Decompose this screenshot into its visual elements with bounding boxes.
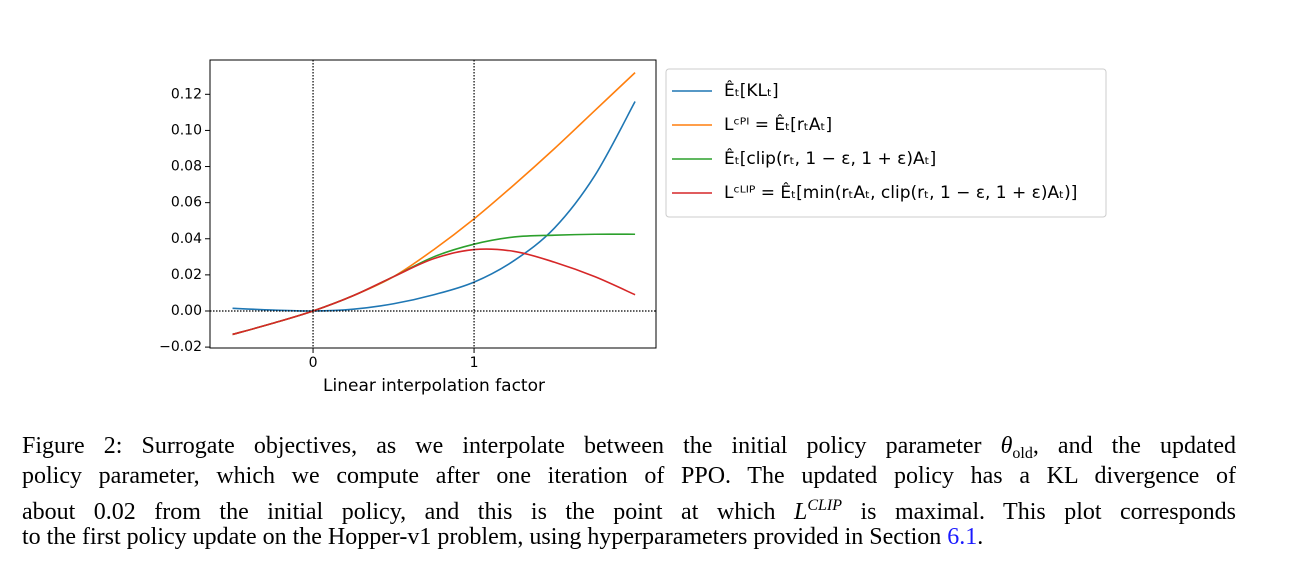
legend-box — [665, 68, 1107, 218]
caption-text: is maximal. This plot corresponds — [842, 499, 1236, 525]
series-line — [232, 248, 636, 336]
legend-label: Lᶜᴾᴵ = Êₜ[rₜAₜ] — [724, 113, 832, 135]
y-tick-label: 0.08 — [171, 159, 202, 175]
caption-math: old — [1012, 445, 1033, 462]
x-axis-label: Linear interpolation factor — [323, 376, 545, 396]
caption-text: about 0.02 from the initial policy, and … — [22, 499, 794, 525]
caption-math: L — [794, 499, 808, 525]
legend-label: Lᶜᴸᴵᴾ = Êₜ[min(rₜAₜ, clip(rₜ, 1 − ε, 1 +… — [724, 181, 1077, 203]
y-tick-label: −0.02 — [159, 339, 202, 355]
y-tick-label: 0.02 — [171, 267, 202, 283]
plot-frame — [209, 59, 657, 349]
series-line — [232, 101, 636, 312]
y-tick-label: 0.12 — [171, 86, 202, 102]
caption-line: policy parameter, which we compute after… — [22, 461, 1236, 491]
y-tick-label: 0.00 — [171, 303, 202, 319]
y-tick-label: 0.10 — [171, 122, 202, 138]
caption-text: policy parameter, which we compute after… — [22, 463, 1236, 489]
y-tick-label: 0.04 — [171, 231, 202, 247]
chart: Linear interpolation factor −0.02 0.00 0.0… — [159, 59, 1107, 396]
caption-text: . — [977, 524, 984, 550]
caption-line: to the first policy update on the Hopper… — [22, 522, 1236, 552]
caption-text: , and the updated — [1032, 433, 1237, 459]
y-tick-label: 0.06 — [171, 195, 202, 211]
legend-label: Êₜ[KLₜ] — [724, 79, 779, 101]
caption-text: to the first policy update on the Hopper… — [22, 524, 948, 550]
caption-text: Figure 2: Surrogate objectives, as we in… — [22, 433, 1001, 459]
caption-math: θ — [1000, 433, 1013, 459]
x-tick-label: 0 — [309, 355, 318, 371]
caption-line: about 0.02 from the initial policy, and … — [22, 491, 1236, 527]
x-tick-label: 1 — [470, 355, 479, 371]
caption-math: CLIP — [807, 497, 843, 514]
caption-line: Figure 2: Surrogate objectives, as we in… — [22, 431, 1236, 469]
legend-label: Êₜ[clip(rₜ, 1 − ε, 1 + ε)Aₜ] — [724, 147, 936, 169]
section-link[interactable]: 6.1 — [947, 524, 978, 550]
